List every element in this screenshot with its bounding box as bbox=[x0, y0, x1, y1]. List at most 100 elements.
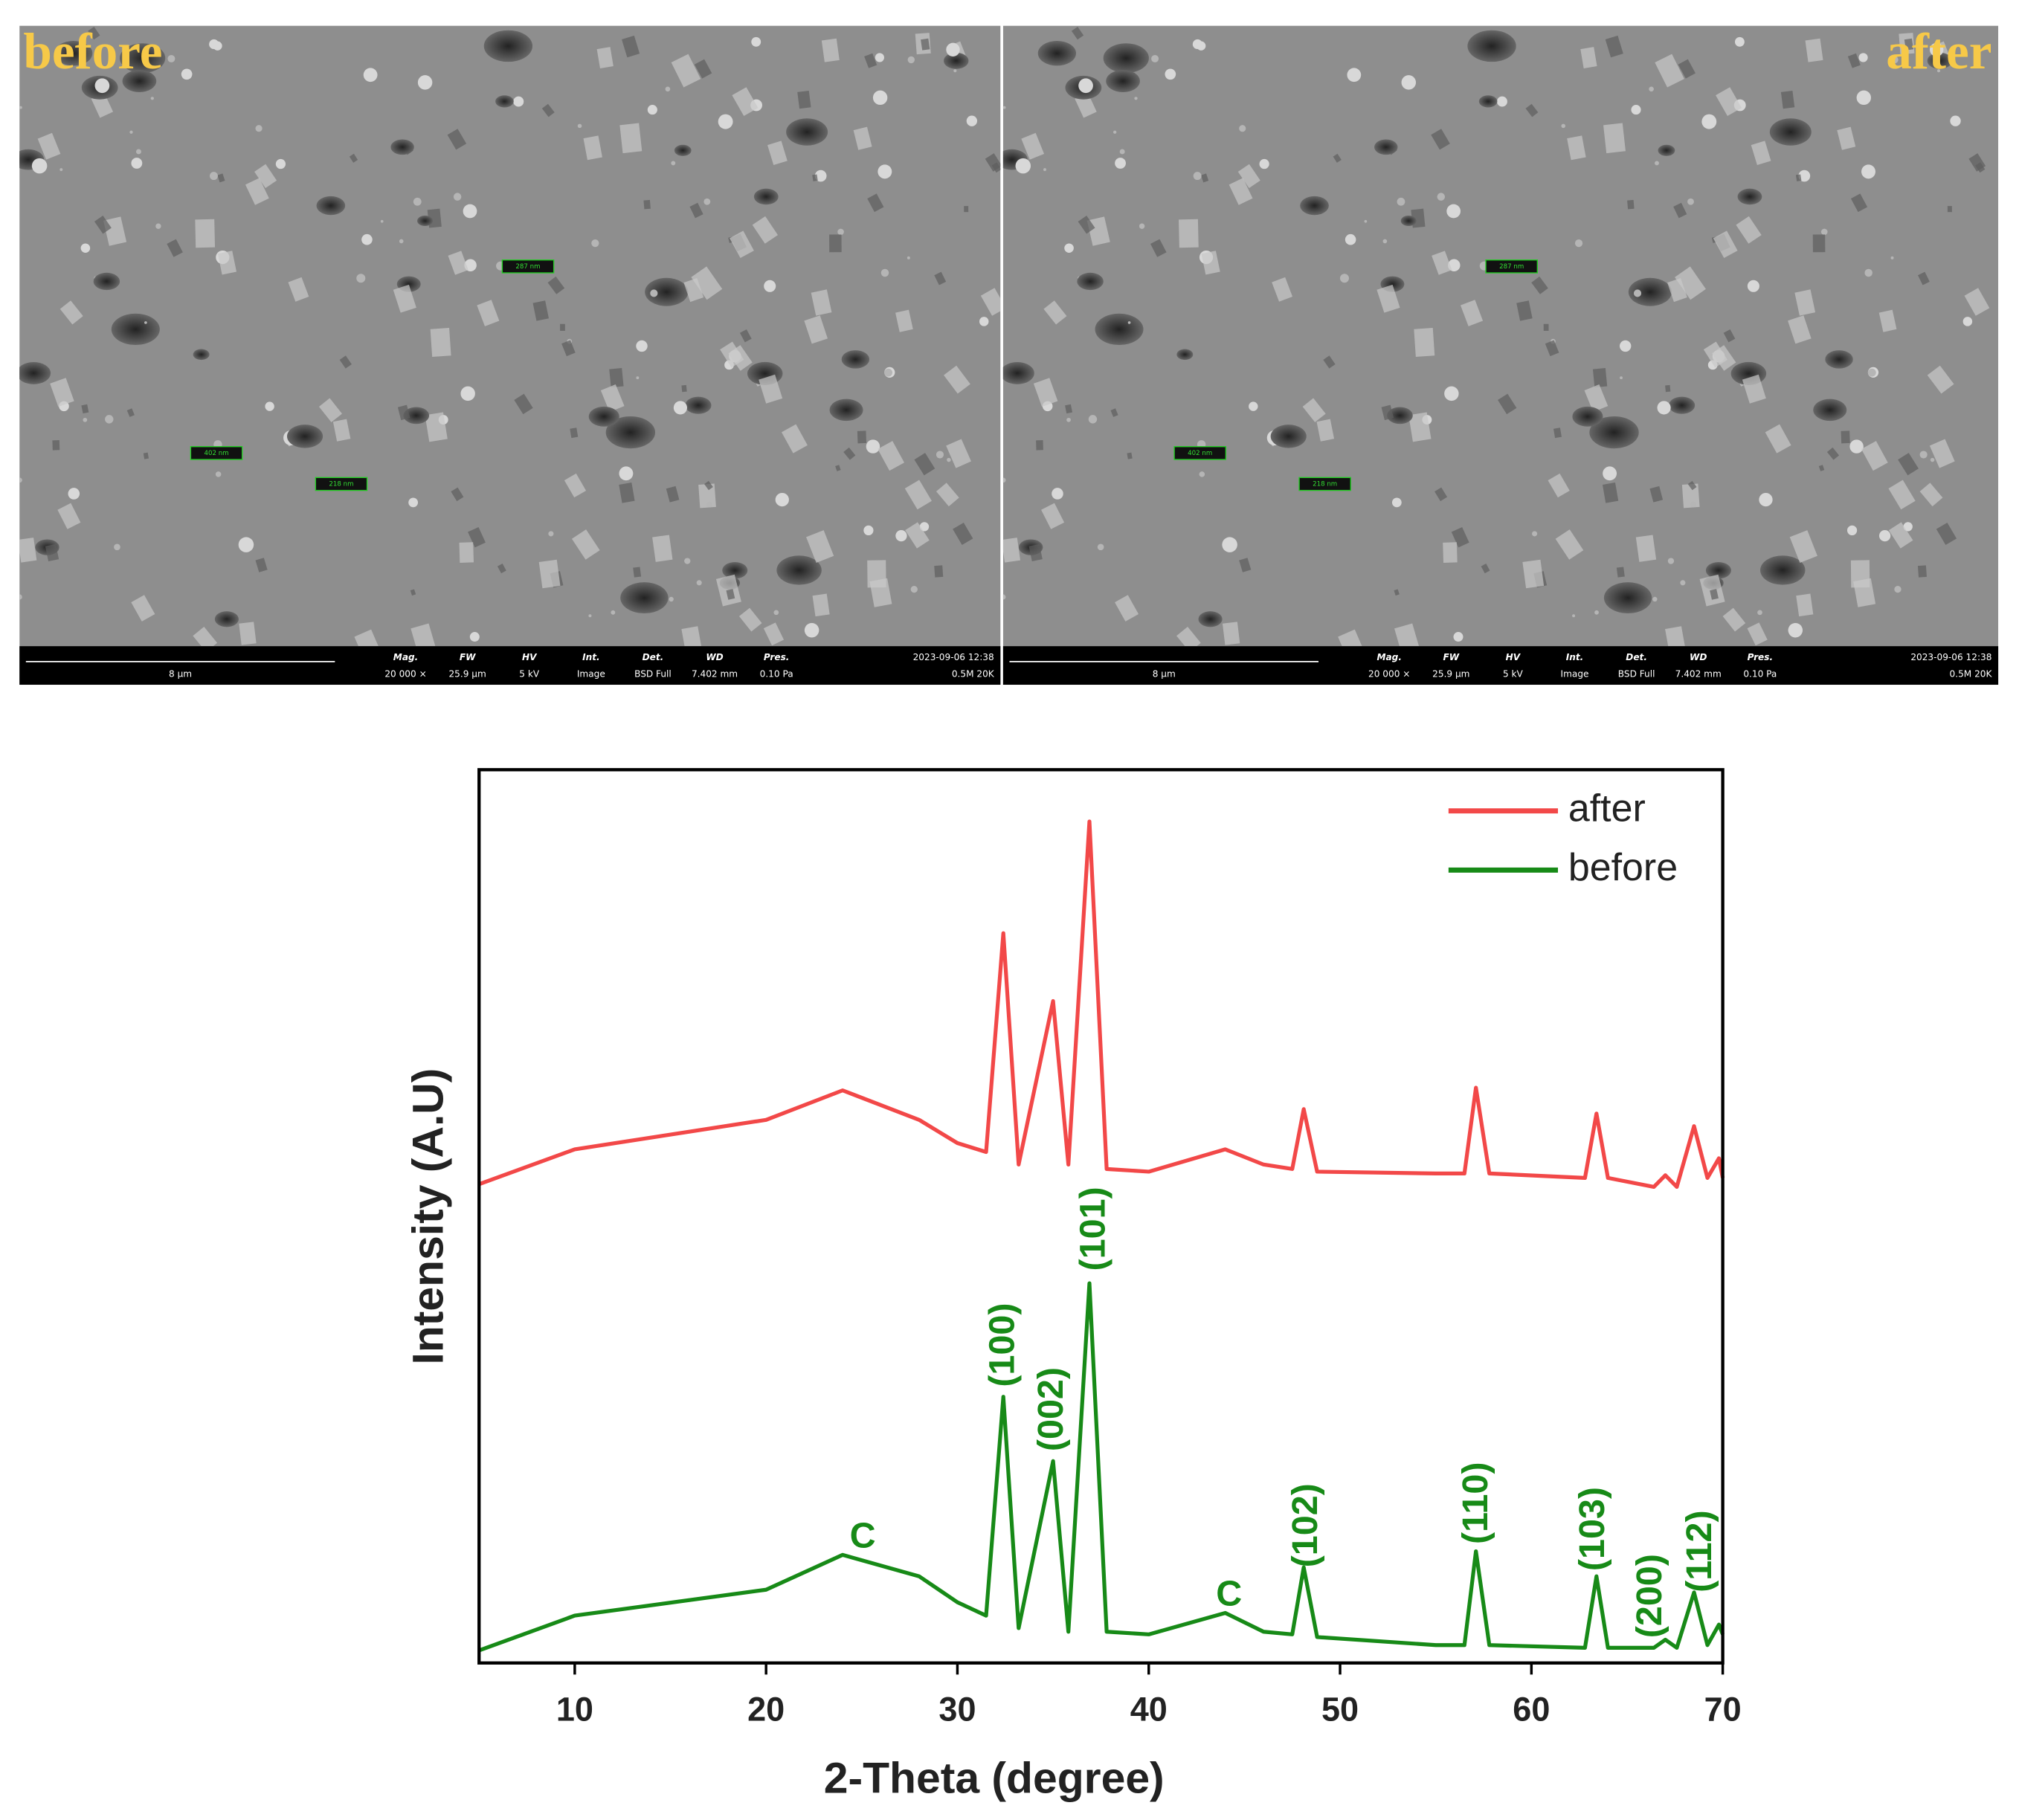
sem-particle bbox=[1345, 233, 1356, 245]
sem-grain bbox=[1837, 126, 1856, 150]
sem-grain bbox=[1665, 384, 1671, 393]
sem-particle bbox=[611, 610, 616, 615]
sem-particle bbox=[647, 105, 657, 115]
sem-grain bbox=[1237, 164, 1260, 188]
sem-grain bbox=[1850, 560, 1870, 588]
sem-grain bbox=[1736, 216, 1762, 244]
sem-particle bbox=[1064, 243, 1074, 254]
sem-grain bbox=[730, 230, 754, 259]
info-name: WD bbox=[706, 652, 723, 662]
sem-particle bbox=[1891, 56, 1899, 64]
sem-grain bbox=[143, 452, 149, 459]
info-value: Image bbox=[1561, 669, 1589, 680]
sem-particle bbox=[94, 78, 110, 94]
sem-grain bbox=[239, 622, 257, 645]
sem-pore bbox=[829, 398, 863, 422]
sem-pore bbox=[1002, 361, 1034, 384]
sem-grain bbox=[1716, 87, 1742, 117]
sem-particle bbox=[804, 622, 819, 638]
info-value: BSD Full bbox=[634, 669, 672, 680]
peak-annotation: (112) bbox=[1679, 1510, 1719, 1592]
sem-pore bbox=[943, 52, 969, 69]
sem-grain bbox=[393, 284, 416, 313]
sem-grain bbox=[217, 173, 225, 183]
sem-pore bbox=[1176, 349, 1194, 361]
sem-particle bbox=[875, 53, 884, 62]
sem-particle bbox=[255, 125, 263, 132]
sem-grain bbox=[1461, 300, 1484, 326]
sem-pore bbox=[1270, 425, 1307, 448]
sem-grain bbox=[1947, 206, 1952, 213]
sem-particle bbox=[650, 289, 658, 297]
measure-box bbox=[190, 446, 243, 460]
sem-particle bbox=[1572, 614, 1576, 618]
sem-pore bbox=[19, 361, 51, 384]
sem-grain bbox=[1796, 593, 1814, 617]
sem-particle bbox=[1113, 130, 1117, 134]
sem-pore bbox=[1589, 416, 1639, 449]
sem-grain bbox=[1850, 193, 1868, 213]
legend-label: before bbox=[1568, 846, 1678, 889]
sem-pore bbox=[1106, 70, 1140, 93]
sem-pore bbox=[841, 350, 870, 369]
sem-particle bbox=[1759, 492, 1773, 507]
sem-particle bbox=[1858, 53, 1868, 62]
sem-particle bbox=[1397, 197, 1405, 206]
sem-particle bbox=[31, 158, 48, 174]
sem-grain bbox=[689, 202, 703, 219]
sem-grain bbox=[1812, 234, 1826, 253]
legend-label: after bbox=[1568, 787, 1646, 830]
sem-grain bbox=[1627, 199, 1635, 210]
sem-pore bbox=[1467, 30, 1516, 62]
sem-grain bbox=[397, 404, 410, 421]
sem-grain bbox=[193, 627, 218, 647]
sem-grain bbox=[643, 199, 651, 210]
sem-grain bbox=[1115, 595, 1139, 622]
sem-grain bbox=[1033, 378, 1058, 407]
sem-grain bbox=[45, 543, 59, 562]
sem-grain bbox=[1964, 288, 1990, 316]
sem-particle bbox=[150, 97, 154, 100]
sem-grain bbox=[619, 483, 635, 503]
sem-grain bbox=[571, 529, 600, 560]
sem-particle bbox=[1919, 451, 1928, 459]
sem-grain bbox=[1043, 300, 1067, 325]
sem-particle bbox=[1239, 125, 1246, 132]
sem-grain bbox=[934, 565, 944, 578]
sem-grain bbox=[878, 441, 905, 471]
sem-particle bbox=[636, 340, 648, 352]
sem-pore bbox=[483, 30, 533, 62]
sem-grain bbox=[1722, 607, 1746, 632]
sem-particle bbox=[1930, 42, 1944, 57]
sem-grain bbox=[698, 483, 716, 509]
info-value: 0.10 Pa bbox=[760, 669, 793, 680]
sem-grain bbox=[1635, 535, 1657, 562]
sem-grain bbox=[1531, 276, 1548, 294]
sem-particle bbox=[513, 96, 524, 107]
sem-grain bbox=[354, 629, 382, 647]
sem-particle bbox=[356, 274, 366, 283]
measure-box bbox=[1485, 259, 1539, 274]
sem-particle bbox=[1339, 274, 1349, 283]
sem-grain bbox=[1681, 483, 1700, 509]
sem-grain bbox=[857, 430, 867, 444]
sem-grain bbox=[81, 404, 89, 414]
sem-grain bbox=[980, 288, 1001, 316]
sem-particle bbox=[167, 54, 176, 62]
sem-grain bbox=[1649, 485, 1664, 503]
sem-particle bbox=[1401, 75, 1417, 90]
sem-grain bbox=[829, 234, 842, 253]
sem-grain bbox=[681, 384, 687, 393]
sem-grain bbox=[812, 593, 830, 617]
sem-particle bbox=[1453, 632, 1463, 642]
sem-particle bbox=[1747, 280, 1759, 292]
sem-particle bbox=[1193, 172, 1202, 181]
sem-grain bbox=[52, 440, 60, 451]
sem-grain bbox=[19, 538, 37, 563]
sem-grain bbox=[451, 487, 464, 502]
sem-grain bbox=[1703, 341, 1728, 368]
sem-particle bbox=[1249, 401, 1258, 411]
sem-particle bbox=[837, 228, 844, 236]
sem-particle bbox=[636, 376, 640, 380]
sem-particle bbox=[1649, 86, 1654, 92]
